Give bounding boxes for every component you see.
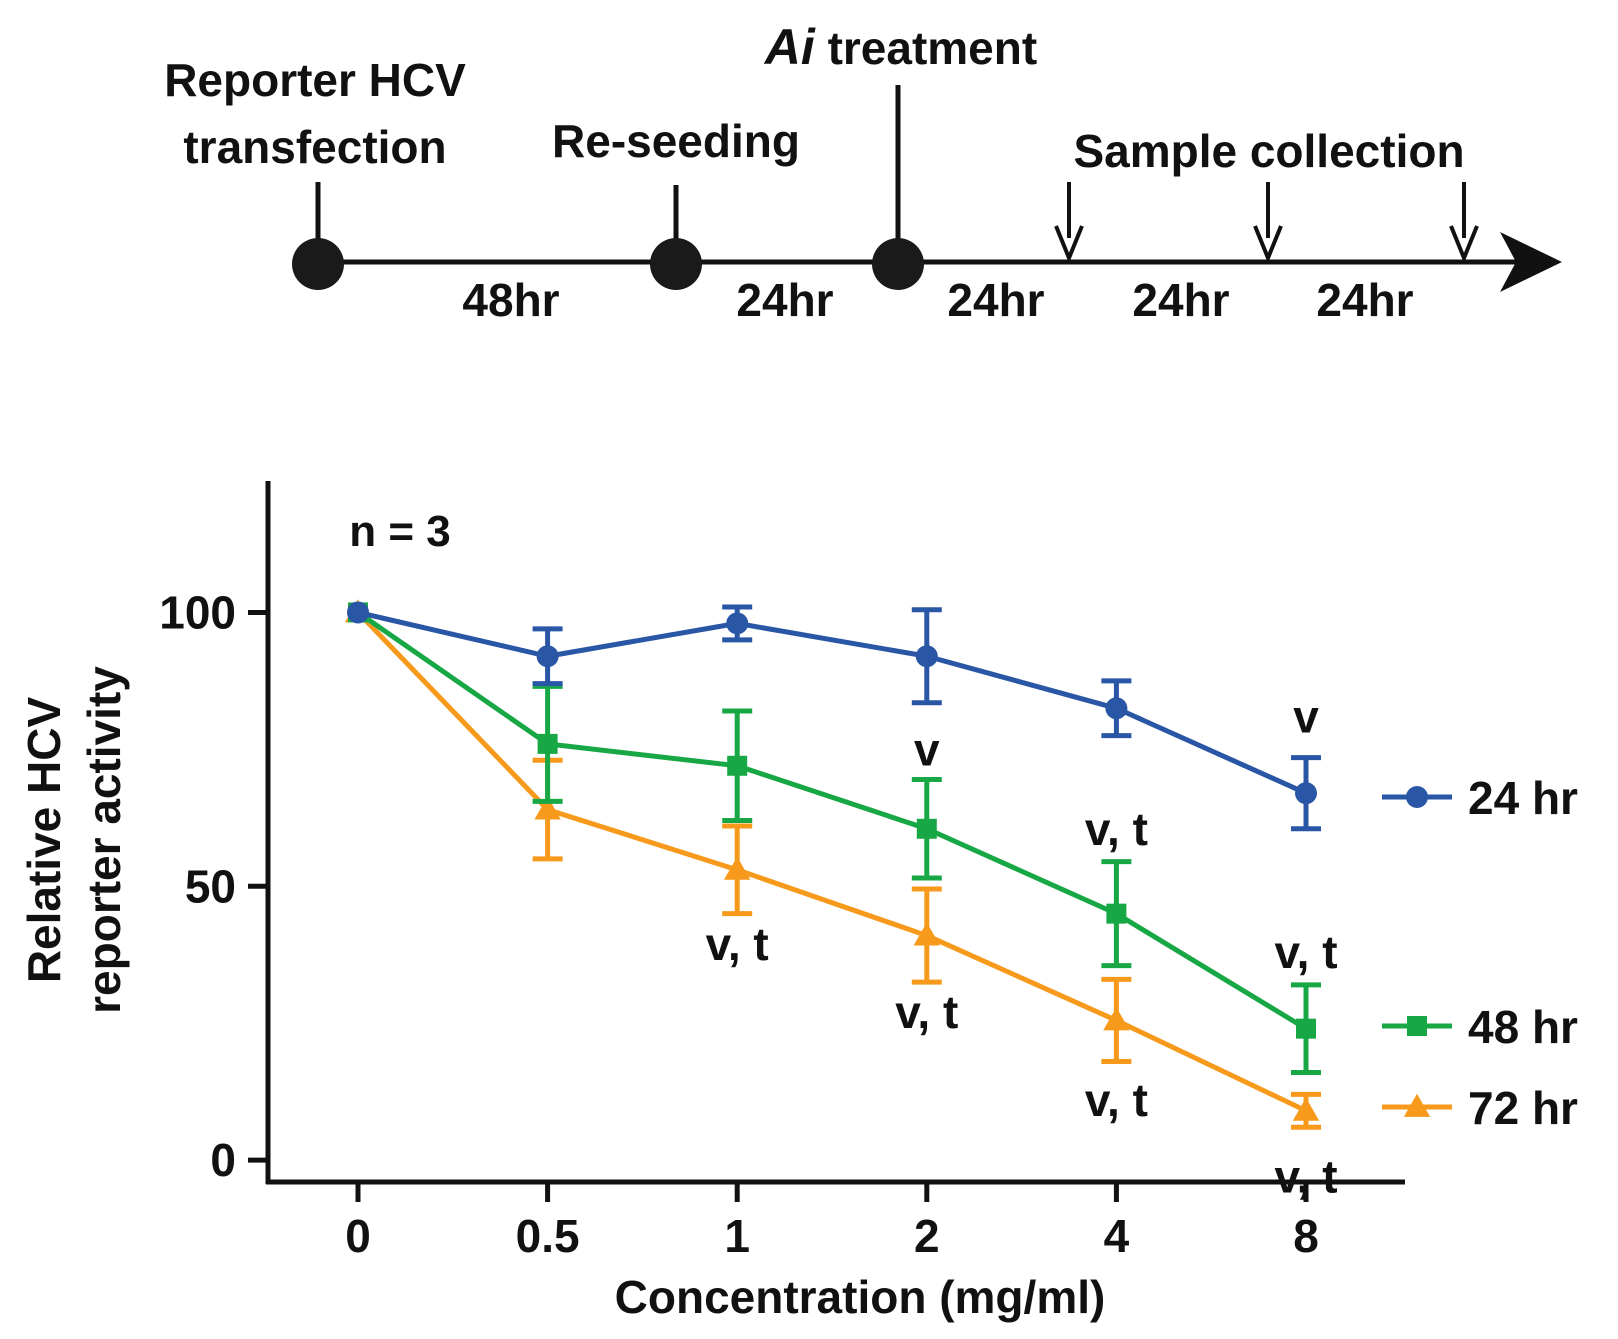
y-tick-label-0: 0 — [210, 1134, 236, 1186]
event-label-treatment-rest: treatment — [815, 22, 1037, 74]
data-point-48-hr-5 — [1296, 1018, 1316, 1039]
data-point-72-hr-3 — [913, 922, 940, 946]
event-dot-reseeding — [650, 238, 702, 290]
y-ticks: 0 50 100 — [159, 586, 268, 1186]
event-label-transfection-line2: transfection — [183, 121, 446, 173]
series-48-hr — [348, 602, 1321, 1075]
data-point-48-hr-1 — [537, 733, 558, 754]
data-point-24-hr-1 — [536, 645, 559, 668]
series-layer — [344, 599, 1321, 1130]
event-label-transfection-line1: Reporter HCV — [164, 54, 466, 106]
y-tick-label-50: 50 — [185, 860, 236, 912]
event-dot-transfection — [292, 238, 344, 290]
data-point-24-hr-3 — [915, 645, 938, 668]
significance-label-5: v, t — [1274, 926, 1337, 978]
event-label-reseeding: Re-seeding — [552, 115, 800, 167]
y-tick-label-100: 100 — [159, 586, 236, 638]
significance-labels: v v v, t v, t v, t v, t v, t v, t — [706, 690, 1338, 1202]
legend-label: 48 hr — [1468, 1001, 1578, 1053]
x-ticks: 0 0.5 1 2 4 8 — [345, 1182, 1319, 1262]
sample-arrow-1 — [1054, 182, 1084, 264]
series-line-48-hr — [356, 610, 1308, 1031]
data-point-24-hr-2 — [726, 612, 749, 635]
x-tick-label-0: 0 — [345, 1210, 371, 1262]
series-72-hr — [344, 599, 1321, 1130]
y-axis-title-line2: reporter activity — [78, 666, 130, 1014]
interval-label-5: 24hr — [1316, 274, 1413, 326]
series-line-72-hr — [356, 610, 1308, 1114]
data-point-72-hr-5 — [1292, 1097, 1320, 1121]
line-chart: n = 3 Concentration (mg/ml) Relative HCV… — [18, 481, 1578, 1323]
sample-collection-label: Sample collection — [1073, 125, 1464, 177]
timeline: Reporter HCV transfection Re-seeding Ai … — [164, 19, 1562, 326]
data-point-48-hr-3 — [916, 818, 937, 839]
event-label-treatment: Ai treatment — [763, 19, 1037, 75]
data-point-24-hr-0 — [347, 601, 369, 624]
event-label-treatment-italic: Ai — [763, 19, 816, 75]
data-point-24-hr-4 — [1105, 697, 1128, 720]
x-tick-label-1: 0.5 — [516, 1210, 580, 1262]
data-point-48-hr-4 — [1106, 903, 1127, 924]
significance-label-4: v, t — [895, 986, 958, 1038]
event-dot-treatment — [872, 238, 924, 290]
data-point-72-hr-1 — [534, 796, 561, 820]
legend-swatch-marker — [1403, 1093, 1431, 1117]
data-point-48-hr-2 — [727, 755, 748, 776]
timeline-arrowhead — [1500, 232, 1562, 292]
significance-label-1: v — [1293, 690, 1319, 742]
legend-entry-24-hr: 24 hr — [1382, 772, 1578, 824]
significance-label-7: v, t — [1274, 1151, 1337, 1203]
data-point-72-hr-4 — [1103, 1007, 1130, 1031]
series-24-hr — [347, 601, 1321, 832]
interval-label-1: 48hr — [462, 274, 559, 326]
significance-label-2: v, t — [1085, 803, 1148, 855]
significance-label-6: v, t — [1085, 1074, 1148, 1126]
legend-swatch-marker — [1406, 786, 1428, 808]
legend: 24 hr 48 hr 72 hr — [1382, 772, 1578, 1134]
interval-label-3: 24hr — [947, 274, 1044, 326]
x-axis-title: Concentration (mg/ml) — [615, 1271, 1106, 1323]
legend-entry-72-hr: 72 hr — [1382, 1082, 1578, 1134]
interval-label-4: 24hr — [1132, 274, 1229, 326]
sample-arrow-3 — [1449, 182, 1479, 264]
legend-label: 72 hr — [1468, 1082, 1578, 1134]
legend-label: 24 hr — [1468, 772, 1578, 824]
data-point-72-hr-2 — [724, 856, 751, 880]
x-tick-label-5: 8 — [1293, 1210, 1319, 1262]
sample-arrow-2 — [1253, 182, 1283, 264]
legend-swatch-marker — [1407, 1016, 1427, 1036]
significance-label-3: v, t — [706, 918, 769, 970]
legend-entry-48-hr: 48 hr — [1382, 1001, 1578, 1053]
interval-label-2: 24hr — [736, 274, 833, 326]
x-tick-label-2: 1 — [724, 1210, 750, 1262]
data-point-24-hr-5 — [1295, 782, 1317, 805]
x-tick-label-3: 2 — [914, 1210, 940, 1262]
y-axis-title-line1: Relative HCV — [18, 697, 70, 984]
x-tick-label-4: 4 — [1104, 1210, 1130, 1262]
significance-label-0: v — [914, 723, 940, 775]
series-line-24-hr — [357, 610, 1308, 796]
n-annotation: n = 3 — [349, 507, 451, 556]
